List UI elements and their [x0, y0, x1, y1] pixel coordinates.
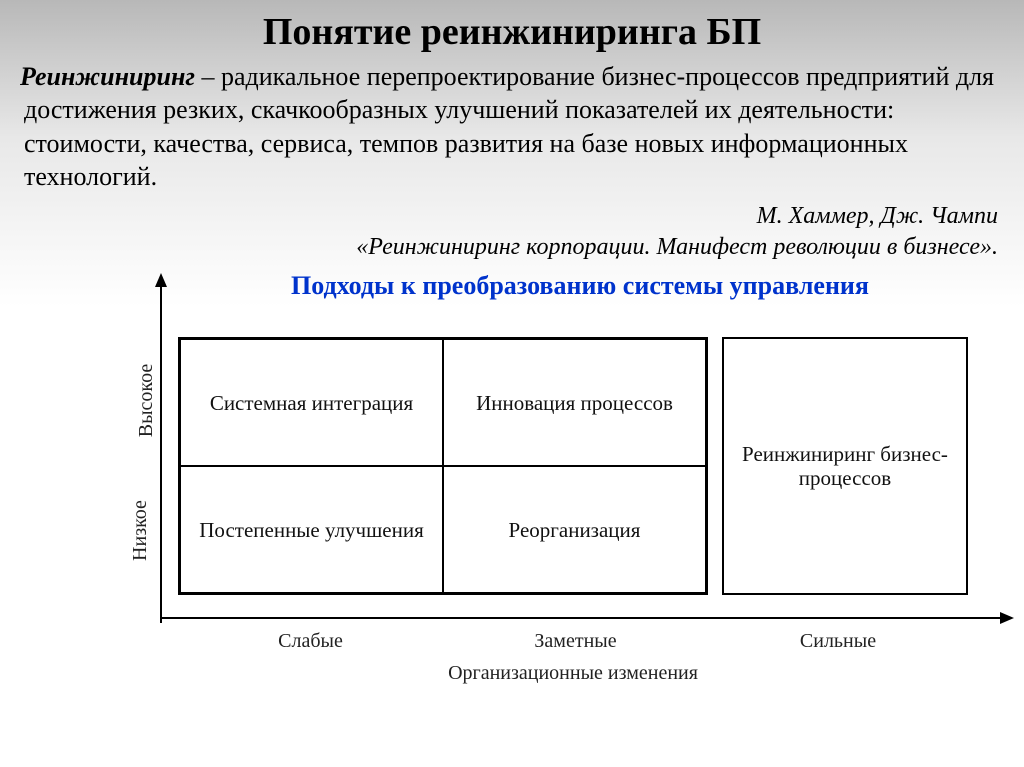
x-axis-arrow-icon — [1000, 612, 1014, 624]
attribution-authors: М. Хаммер, Дж. Чампи — [20, 201, 998, 232]
y-tick-high: Высокое — [135, 364, 158, 437]
y-axis-arrow-icon — [155, 273, 167, 287]
matrix-right-box: Реинжиниринг бизнес-процессов — [722, 337, 968, 595]
y-axis-label: Использование информационных технологий — [0, 455, 172, 483]
matrix-chart: Использование информационных технологий … — [20, 269, 1004, 679]
x-tick: Заметные — [443, 630, 708, 653]
x-axis-line — [160, 617, 1006, 619]
matrix-cell: Постепенные улучшения — [180, 466, 443, 593]
x-axis-label: Организационные изменения — [178, 662, 968, 685]
x-tick: Сильные — [708, 630, 968, 653]
y-tick-low: Низкое — [129, 501, 152, 562]
matrix-cell: Инновация процессов — [443, 339, 706, 466]
attribution-work: «Реинжиниринг корпорации. Манифест револ… — [20, 232, 998, 263]
y-axis-line — [160, 279, 162, 623]
x-ticks: Слабые Заметные Сильные — [178, 630, 968, 653]
x-tick: Слабые — [178, 630, 443, 653]
page-title: Понятие реинжиниринга БП — [20, 10, 1004, 54]
matrix-cell: Системная интеграция — [180, 339, 443, 466]
matrix-cell: Реорганизация — [443, 466, 706, 593]
chart-title: Подходы к преобразованию системы управле… — [200, 271, 960, 301]
matrix-grid: Системная интеграция Инновация процессов… — [178, 337, 968, 595]
definition-term: Реинжиниринг — [20, 62, 195, 91]
definition-paragraph: Реинжиниринг – радикальное перепроектиро… — [20, 60, 1004, 193]
attribution: М. Хаммер, Дж. Чампи «Реинжиниринг корпо… — [20, 201, 1004, 263]
